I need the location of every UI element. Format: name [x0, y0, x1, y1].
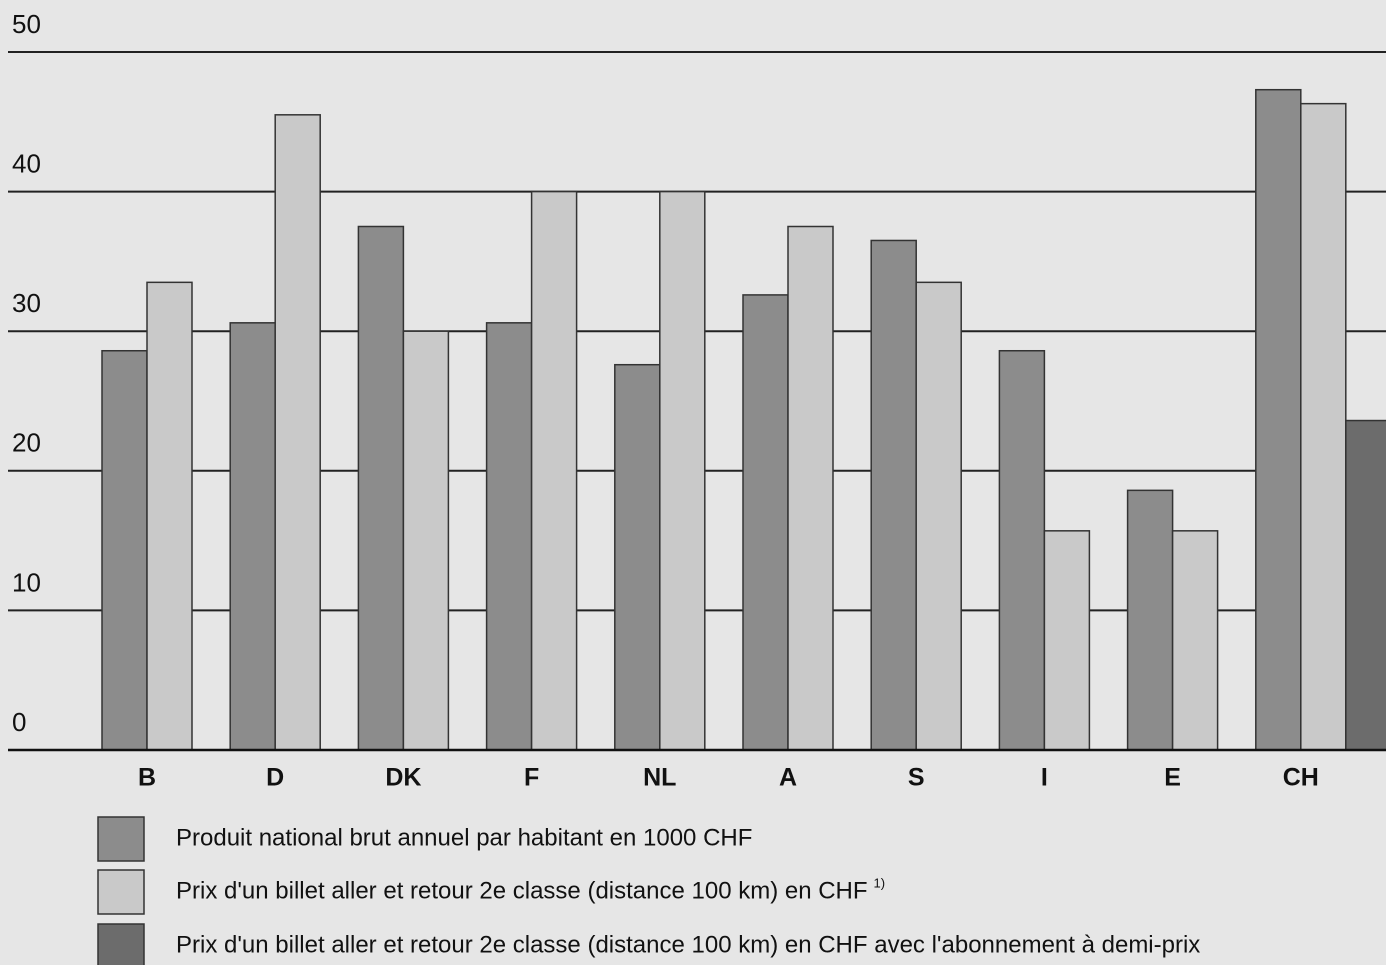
y-tick-label: 10	[12, 567, 41, 597]
bar	[229, 322, 276, 751]
bar	[530, 190, 578, 751]
legend-label: Prix d'un billet aller et retour 2e clas…	[176, 877, 868, 904]
bar	[146, 281, 193, 751]
bar	[1171, 530, 1219, 751]
legend-label: Produit national brut annuel par habitan…	[176, 824, 752, 851]
bar	[787, 225, 834, 751]
x-tick-label: S	[908, 764, 925, 792]
y-tick-label: 30	[12, 288, 41, 318]
x-tick-label: D	[266, 764, 284, 792]
bar	[659, 190, 706, 751]
legend-label: Prix d'un billet aller et retour 2e clas…	[176, 931, 1200, 958]
footnote-mark: 1)	[874, 875, 886, 890]
legend-swatch	[97, 869, 145, 915]
bar	[357, 225, 405, 751]
x-tick-label: DK	[385, 764, 421, 792]
x-tick-label: F	[524, 764, 539, 792]
bar	[485, 322, 533, 751]
legend-swatch	[97, 816, 145, 862]
x-tick-label: E	[1164, 764, 1181, 792]
x-tick-label: B	[138, 764, 156, 792]
y-tick-label: 50	[12, 9, 41, 39]
bar	[998, 349, 1046, 751]
legend-swatch	[97, 923, 145, 965]
x-tick-label: A	[779, 764, 797, 792]
bar	[742, 294, 789, 751]
bar	[402, 330, 450, 751]
x-tick-label: I	[1041, 764, 1048, 792]
y-tick-label: 0	[12, 707, 26, 737]
bar	[915, 281, 962, 751]
bar	[101, 349, 148, 751]
bar	[1126, 489, 1174, 751]
x-tick-label: CH	[1283, 764, 1319, 792]
y-tick-label: 20	[12, 428, 41, 458]
bar	[1043, 530, 1091, 751]
bar	[274, 114, 321, 751]
bar	[1300, 102, 1347, 751]
bar	[1345, 419, 1386, 751]
bar	[1255, 88, 1302, 751]
bar	[614, 363, 661, 751]
bar	[870, 239, 917, 751]
y-tick-label: 40	[12, 148, 41, 178]
x-tick-label: NL	[643, 764, 676, 792]
